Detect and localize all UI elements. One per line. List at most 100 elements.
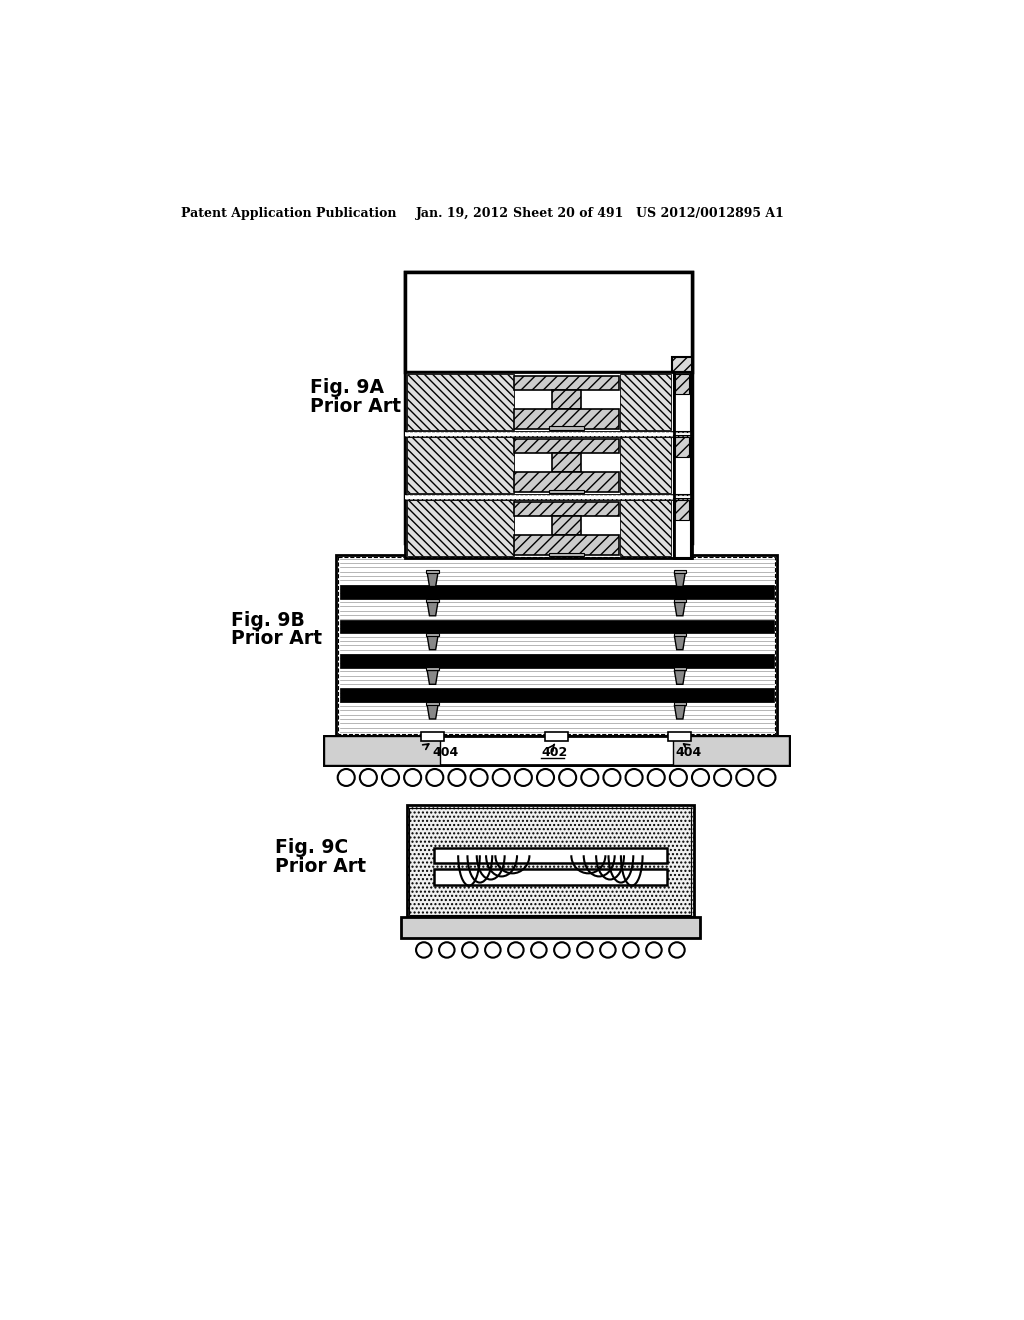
Circle shape [462,942,477,958]
Bar [674,372,690,432]
Bar [514,471,618,492]
Bar [434,847,667,863]
Polygon shape [427,705,438,719]
Bar [549,490,584,494]
Bar [621,374,671,430]
Text: 404: 404 [676,746,702,759]
Bar [674,599,686,602]
Bar [514,438,618,453]
Bar [407,374,514,430]
Bar [407,437,514,494]
Bar [675,374,689,393]
Bar [340,688,773,702]
Polygon shape [427,602,438,615]
Bar [406,436,692,495]
Text: Prior Art: Prior Art [275,857,367,875]
Circle shape [554,942,569,958]
Bar [674,702,686,705]
Text: Jan. 19, 2012: Jan. 19, 2012 [417,206,509,219]
Text: Prior Art: Prior Art [231,630,323,648]
Polygon shape [675,636,685,649]
Circle shape [582,770,598,785]
Bar [501,737,612,751]
Bar [514,409,618,429]
Circle shape [404,770,421,785]
Bar [426,570,438,573]
Circle shape [537,770,554,785]
Text: Fig. 9C: Fig. 9C [275,838,348,857]
Text: Sheet 20 of 491: Sheet 20 of 491 [513,206,624,219]
Bar [426,668,438,671]
Circle shape [624,942,639,958]
Circle shape [426,770,443,785]
Circle shape [578,942,593,958]
Bar [406,432,692,436]
Bar [407,500,514,557]
Bar [421,733,444,742]
Circle shape [449,770,466,785]
Bar [552,453,581,471]
Bar [406,272,692,372]
Bar [549,426,584,430]
Bar [336,554,777,737]
Bar [552,516,581,535]
Bar [514,376,618,391]
Circle shape [485,942,501,958]
Circle shape [626,770,643,785]
Circle shape [670,770,687,785]
Polygon shape [675,671,685,684]
Bar [672,358,692,372]
Bar [552,391,581,409]
Bar [324,737,440,766]
Text: Fig. 9A: Fig. 9A [310,379,384,397]
Text: 404: 404 [432,746,459,759]
Circle shape [646,942,662,958]
Bar [434,869,667,884]
Circle shape [759,770,775,785]
Bar [674,372,690,558]
Polygon shape [427,573,438,586]
Circle shape [714,770,731,785]
Bar [549,553,584,557]
Circle shape [382,770,399,785]
Bar [340,655,773,668]
Text: Patent Application Publication: Patent Application Publication [180,206,396,219]
Bar [675,437,689,457]
Bar [674,499,690,558]
Bar [406,499,692,558]
Circle shape [559,770,577,785]
Circle shape [338,770,354,785]
Bar [514,535,618,554]
Bar [621,437,671,494]
Circle shape [692,770,709,785]
Circle shape [493,770,510,785]
Text: Fig. 9B: Fig. 9B [231,611,305,630]
Bar [622,737,706,751]
Bar [674,436,690,495]
Text: Prior Art: Prior Art [310,397,401,416]
Bar [410,808,691,915]
Bar [324,737,790,766]
Bar [675,500,689,520]
Circle shape [531,942,547,958]
Bar [406,495,692,499]
Text: US 2012/0012895 A1: US 2012/0012895 A1 [636,206,783,219]
Circle shape [416,942,431,958]
Circle shape [515,770,531,785]
Circle shape [736,770,754,785]
Polygon shape [675,602,685,615]
Circle shape [508,942,523,958]
Bar [408,737,492,751]
Circle shape [600,942,615,958]
Circle shape [670,942,685,958]
Bar [400,917,700,939]
Polygon shape [427,671,438,684]
Bar [669,733,691,742]
Bar [545,733,568,742]
Bar [514,502,618,516]
Polygon shape [675,573,685,586]
Bar [673,737,790,766]
Bar [324,737,790,766]
Polygon shape [427,636,438,649]
Bar [621,500,671,557]
